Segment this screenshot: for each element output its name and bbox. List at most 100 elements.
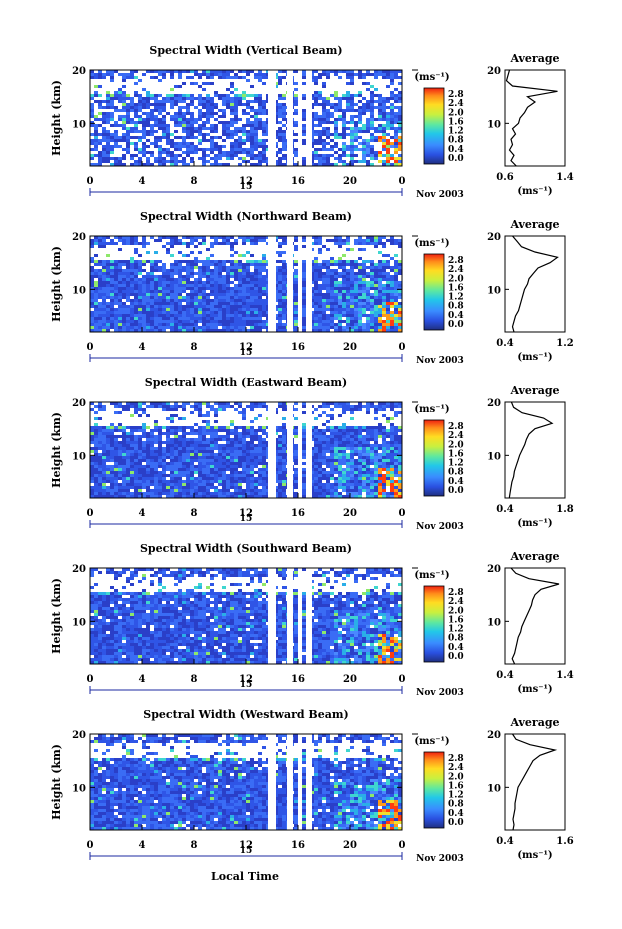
heatmap-cell [202,121,206,124]
heatmap-cell [382,329,386,332]
heatmap-cell [90,465,94,468]
heatmap-cell [394,456,398,459]
heatmap-cell [394,76,398,79]
heatmap-cell [342,263,346,266]
heatmap-cell [222,239,226,242]
heatmap-cell [166,281,170,284]
heatmap-cell [222,130,226,133]
heatmap-cell [218,435,222,438]
heatmap-cell [238,163,242,166]
heatmap-cell [90,94,94,97]
heatmap-cell [318,266,322,269]
heatmap-cell [250,435,254,438]
heatmap-cell [370,157,374,160]
heatmap-cell [126,438,130,441]
heatmap-cell [210,272,214,275]
heatmap-cell [174,263,178,266]
heatmap-cell [278,121,282,124]
heatmap-cell [210,308,214,311]
heatmap-cell [278,272,282,275]
heatmap-cell [362,435,366,438]
heatmap-cell [178,317,182,320]
heatmap-cell [102,263,106,266]
heatmap-cell [254,242,258,245]
heatmap-cell [382,109,386,112]
heatmap-cell [214,130,218,133]
heatmap-cell [318,130,322,133]
heatmap-cell [322,281,326,284]
heatmap-cell [114,296,118,299]
heatmap-cell [378,127,382,130]
heatmap-cell [358,435,362,438]
heatmap-cell [246,275,250,278]
heatmap-cell [158,305,162,308]
heatmap-cell [106,329,110,332]
heatmap-cell [374,438,378,441]
heatmap-cell [378,103,382,106]
heatmap-cell [314,142,318,145]
heatmap-cell [166,302,170,305]
heatmap-cell [150,163,154,166]
heatmap-cell [126,103,130,106]
heatmap-cell [242,91,246,94]
heatmap-cell [366,242,370,245]
heatmap-cell [150,320,154,323]
heatmap-cell [234,260,238,263]
heatmap-cell [130,257,134,260]
heatmap-cell [342,160,346,163]
heatmap-cell [234,73,238,76]
heatmap-cell [398,290,402,293]
heatmap-cell [386,281,390,284]
heatmap-cell [258,260,262,263]
panel-1: Spectral Width (Vertical Beam)2010Height… [50,44,574,200]
heatmap-cell [302,426,306,429]
heatmap-cell [210,260,214,263]
heatmap-cell [250,302,254,305]
heatmap-cell [94,154,98,157]
heatmap-cell [382,130,386,133]
heatmap-cell [170,408,174,411]
heatmap-cell [370,278,374,281]
heatmap-cell [294,299,298,302]
heatmap-cell [250,133,254,136]
heatmap-cell [222,426,226,429]
heatmap-cell [106,311,110,314]
heatmap-cell [370,272,374,275]
heatmap-cell [210,314,214,317]
heatmap-cell [242,124,246,127]
heatmap-cell [262,438,266,441]
heatmap-cell [258,311,262,314]
heatmap-cell [314,453,318,456]
heatmap-cell [350,447,354,450]
heatmap-cell [102,290,106,293]
heatmap-cell [102,157,106,160]
heatmap-cell [358,287,362,290]
heatmap-cell [374,290,378,293]
heatmap-cell [230,236,234,239]
heatmap-cell [330,435,334,438]
heatmap-cell [102,127,106,130]
heatmap-cell [182,408,186,411]
heatmap-cell [198,302,202,305]
heatmap-cell [170,450,174,453]
heatmap-cell [134,311,138,314]
heatmap-cell [326,163,330,166]
heatmap-cell [230,429,234,432]
heatmap-cell [302,157,306,160]
heatmap-cell [302,263,306,266]
heatmap-cell [226,320,230,323]
heatmap-cell [358,160,362,163]
heatmap-cell [190,432,194,435]
heatmap-cell [238,272,242,275]
heatmap-cell [118,411,122,414]
heatmap-cell [170,88,174,91]
heatmap-cell [250,296,254,299]
heatmap-cell [234,151,238,154]
heatmap-cell [258,263,262,266]
heatmap-cell [234,305,238,308]
heatmap-cell [122,281,126,284]
heatmap-cell [234,109,238,112]
heatmap-cell [334,329,338,332]
heatmap-cell [166,70,170,73]
heatmap-cell [118,275,122,278]
